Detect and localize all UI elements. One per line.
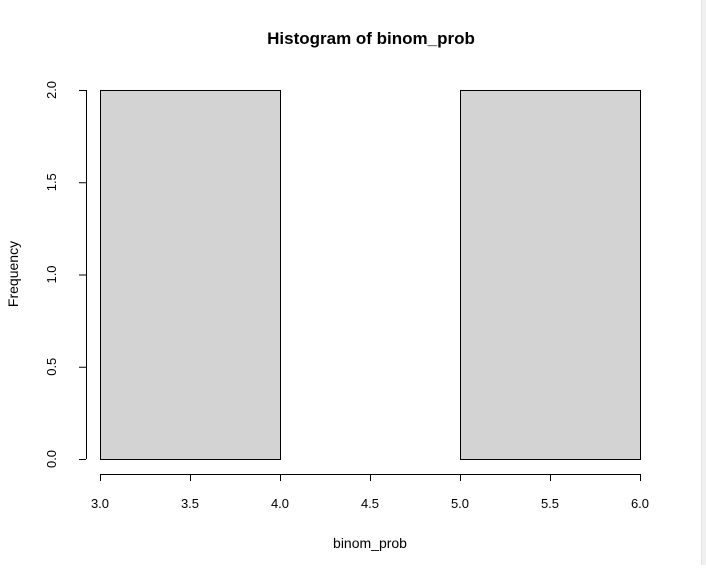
x-axis: 3.0 3.5 4.0 4.5 5.0 5.5 6.0 bbox=[91, 474, 649, 511]
y-tick-label-2: 0.5 bbox=[44, 358, 59, 376]
y-axis: 0.0 0.5 1.0 1.5 2.0 bbox=[44, 81, 87, 468]
histogram-bars bbox=[100, 90, 641, 460]
x-tick-label-3: 4.0 bbox=[271, 496, 289, 511]
y-axis-label: Frequency bbox=[5, 241, 21, 307]
y-tick-label-3: 1.0 bbox=[44, 265, 59, 283]
x-tick-label-1: 3.0 bbox=[91, 496, 109, 511]
y-tick-label-1: 0.0 bbox=[44, 450, 59, 468]
y-tick-label-4: 1.5 bbox=[44, 173, 59, 191]
x-tick-label-5: 5.0 bbox=[451, 496, 469, 511]
histogram-bar-3 bbox=[460, 90, 641, 460]
chart-title: Histogram of binom_prob bbox=[267, 29, 475, 48]
x-tick-label-7: 6.0 bbox=[631, 496, 649, 511]
histogram-bar-1 bbox=[100, 90, 281, 460]
x-tick-label-6: 5.5 bbox=[541, 496, 559, 511]
y-tick-label-5: 2.0 bbox=[44, 81, 59, 99]
x-axis-label: binom_prob bbox=[333, 535, 407, 551]
x-tick-label-2: 3.5 bbox=[181, 496, 199, 511]
x-tick-label-4: 4.5 bbox=[361, 496, 379, 511]
window-right-edge bbox=[701, 0, 706, 565]
